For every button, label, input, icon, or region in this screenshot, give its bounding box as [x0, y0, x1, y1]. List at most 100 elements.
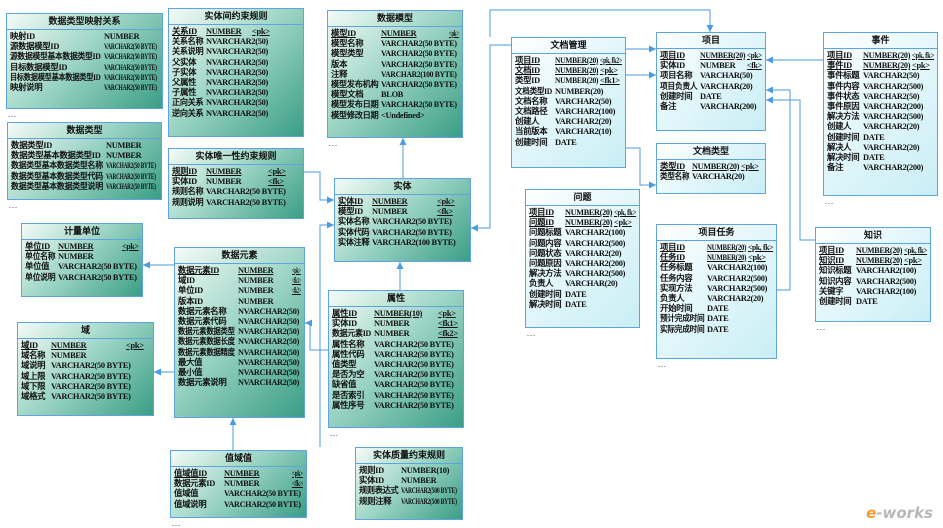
arrowhead-icon — [766, 96, 773, 104]
column-name: 关系说明 — [172, 47, 204, 57]
table-column-row: 域上限 VARCHAR2(50 BYTE) — [21, 372, 150, 382]
table-column-row: 单位值 VARCHAR2(50 BYTE) — [25, 262, 139, 272]
table-t15[interactable]: 项目 项目ID NUMBER(20) <pk> 实体ID NUMBER <fk> 项目名称 VA… — [656, 32, 766, 131]
column-type: BLOB — [381, 90, 404, 100]
column-type: NVARCHAR2(50) — [238, 306, 300, 316]
column-name: 域格式 — [21, 391, 46, 401]
table-t14[interactable]: 问题 项目ID NUMBER(20) <pk, fk> 问题ID NUMBER(20) <p… — [525, 189, 640, 328]
column-name: 创建时间 — [529, 289, 562, 299]
table-column-row: 数据元素代码 NVARCHAR2(50) — [178, 317, 301, 327]
column-type: VARCHAR2(500) — [565, 269, 626, 279]
more-columns-ellipsis: ... — [9, 201, 18, 210]
column-name: 事件状态 — [827, 91, 860, 101]
column-name: 类型ID — [660, 162, 685, 171]
column-name: 事件ID — [827, 61, 852, 71]
column-type: NUMBER — [51, 351, 87, 361]
column-type: VARCHAR2(50 BYTE) — [58, 262, 137, 272]
table-column-row: 任务ID NUMBER(20) <pk> — [660, 253, 773, 263]
table-t5[interactable]: 数据模型 模型ID NUMBER <pk> 模型名称 VARCHAR2(50 BYTE) 模… — [327, 10, 463, 138]
column-type: VARCHAR(20) — [565, 279, 618, 289]
table-column-row: 实体ID NUMBER <fk> — [172, 177, 300, 187]
table-body: 规则ID NUMBER(10) 实体ID NUMBER 规则表达式 VARCHAR2(50… — [356, 464, 462, 509]
column-name: 项目负责人 — [660, 81, 698, 91]
arrowhead-icon — [396, 262, 404, 269]
table-t19[interactable]: 知识 项目ID NUMBER(20) <pk, fk> 知识ID NUMBER(20) <p… — [815, 227, 931, 322]
column-name: 项目ID — [515, 56, 540, 65]
table-t2[interactable]: 数据类型 数据类型ID NUMBER 数据类型基本数据类型ID NUMBER 数据类型基本… — [7, 122, 162, 200]
table-column-row: 逆向关系 NVARCHAR2(50) — [172, 109, 300, 119]
column-type: VARCHAR2(10) — [555, 127, 612, 137]
table-column-row: 解决时间 DATE — [529, 300, 636, 310]
table-t8[interactable]: 实体质量约束规则 规则ID NUMBER(10) 实体ID NUMBER 规则表达式 VAR… — [355, 447, 463, 520]
column-name: 创建时间 — [515, 137, 548, 147]
column-name: 源数据模型基本数据类型ID — [10, 52, 101, 62]
column-name: 是否索引 — [332, 390, 365, 400]
column-type: VARCHAR2(20) — [555, 117, 612, 127]
table-column-row: 模型ID NUMBER <pk> — [331, 29, 459, 39]
table-t13[interactable]: 文档管理 项目ID NUMBER(20) <pk, fk2> 文档ID NUMBER(20… — [511, 37, 626, 168]
column-name: 创建人 — [827, 122, 852, 132]
arrowhead-icon — [229, 418, 237, 425]
table-t7[interactable]: 属性 属性ID NUMBER(10) <pk> 实体ID NUMBER <fk1> 数据元素I… — [328, 290, 464, 428]
column-key: <fk> — [437, 207, 453, 217]
column-type: VARCHAR(20) — [692, 172, 745, 182]
column-name: 模型类型 — [331, 49, 364, 59]
table-column-row: 映射ID NUMBER — [10, 32, 159, 42]
table-column-row: 域ID NUMBER <pk> — [21, 341, 150, 351]
table-column-row: 注释 VARCHAR2(100 BYTE) — [331, 70, 459, 80]
table-t3[interactable]: 实体间约束规则 关系ID NUMBER <pk> 关系名称 NVARCHAR2(50) 关系… — [168, 8, 304, 137]
table-body: 单位ID NUMBER <pk> 单位名称 NUMBER 单位值 VARCHAR2(50 B… — [22, 240, 142, 285]
table-column-row: 创建时间 DATE — [515, 138, 622, 148]
more-columns-ellipsis: ... — [825, 197, 834, 206]
column-name: 模型ID — [338, 207, 363, 217]
table-t6[interactable]: 实体 实体ID NUMBER <pk> 模型ID NUMBER <fk> 实体名称 VARCHA… — [334, 178, 471, 262]
column-name: 实体ID — [172, 177, 197, 187]
table-t12[interactable]: 值域值 值域值ID NUMBER <pk> 数据元素ID NUMBER <fk> 值域值 VAR… — [170, 450, 307, 518]
column-type: VARCHAR2(100) — [856, 266, 917, 276]
column-type: NUMBER — [238, 266, 274, 275]
table-body: 项目ID NUMBER(20) <pk> 实体ID NUMBER <fk> 项目名称 VARC… — [657, 49, 765, 114]
table-column-row: 创建人 VARCHAR2(20) — [827, 122, 934, 132]
table-title: 数据类型 — [8, 123, 161, 139]
table-column-row: 属性序号 VARCHAR2(50 BYTE) — [332, 401, 460, 411]
column-name: 解决方法 — [827, 112, 860, 122]
table-t4[interactable]: 实体唯一性约束规则 规则ID NUMBER <pk> 实体ID NUMBER <fk> 规则名… — [168, 148, 304, 219]
table-column-row: 创建时间 DATE — [819, 297, 927, 307]
column-name: 数据元素ID — [174, 479, 216, 489]
column-name: 规则表达式 — [359, 486, 399, 496]
table-column-row: 备注 VARCHAR2(200) — [827, 163, 934, 173]
table-t11[interactable]: 域域ID NUMBER <pk> 域名称 NUMBER 域说明 VARCHAR2(50 BY… — [17, 322, 154, 416]
column-key: <pk> — [912, 61, 930, 71]
table-column-row: 事件原因 VARCHAR2(200) — [827, 102, 934, 112]
table-t10[interactable]: 计量单位 单位ID NUMBER <pk> 单位名称 NUMBER 单位值 VARCHAR2(… — [21, 223, 143, 297]
column-name: 问题标题 — [529, 228, 562, 238]
column-key: <pk> — [747, 51, 762, 60]
column-name: 模型发布机构 — [331, 79, 379, 89]
table-column-row: 创建时间 DATE — [827, 133, 934, 143]
column-name: 关键字 — [819, 286, 844, 296]
table-t17[interactable]: 项目任务 项目ID NUMBER(20) <pk, fk> 任务ID NUMBER(20)… — [656, 224, 777, 359]
table-body: 实体ID NUMBER <pk> 模型ID NUMBER <fk> 实体名称 VARCHAR2… — [335, 195, 470, 250]
column-name: 版本ID — [178, 296, 203, 306]
table-title: 事件 — [824, 33, 937, 49]
column-key: <pk> — [292, 469, 303, 478]
table-column-row: 实体代码 VARCHAR2(50 BYTE) — [338, 228, 467, 238]
table-t9[interactable]: 数据元素 数据元素ID NUMBER <pk> 域ID NUMBER <fk1> 单位ID NU… — [174, 247, 305, 418]
column-type: VARCHAR2(500) — [707, 273, 768, 283]
table-column-row: 关系ID NUMBER <pk> — [172, 27, 300, 37]
table-t1[interactable]: 数据类型映射关系 映射ID NUMBER 源数据模型ID VARCHAR2(50 BYT… — [6, 13, 163, 109]
table-t18[interactable]: 事件 项目ID NUMBER(20) <pk, fk> 事件ID NUMBER(20) <p… — [823, 32, 938, 196]
table-title: 域 — [18, 323, 153, 339]
table-t16[interactable]: 文档类型 类型ID NUMBER(20) <pk> 类型名称 VARCHAR(20) — [656, 143, 766, 194]
column-type: DATE — [707, 324, 729, 334]
column-name: 父实体 — [172, 57, 197, 67]
more-columns-ellipsis: ... — [172, 519, 181, 528]
table-column-row: 解决人 VARCHAR2(20) — [827, 143, 934, 153]
column-type: NVARCHAR2(50) — [238, 357, 300, 367]
table-column-row: 开始时间 DATE — [660, 304, 773, 314]
table-column-row: 域名称 NUMBER — [21, 351, 150, 361]
column-type: VARCHAR2(50 BYTE) — [106, 161, 156, 171]
table-column-row: 事件状态 VARCHAR2(50) — [827, 92, 934, 102]
relationship-line — [766, 99, 815, 241]
column-name: 域说明 — [21, 361, 46, 371]
